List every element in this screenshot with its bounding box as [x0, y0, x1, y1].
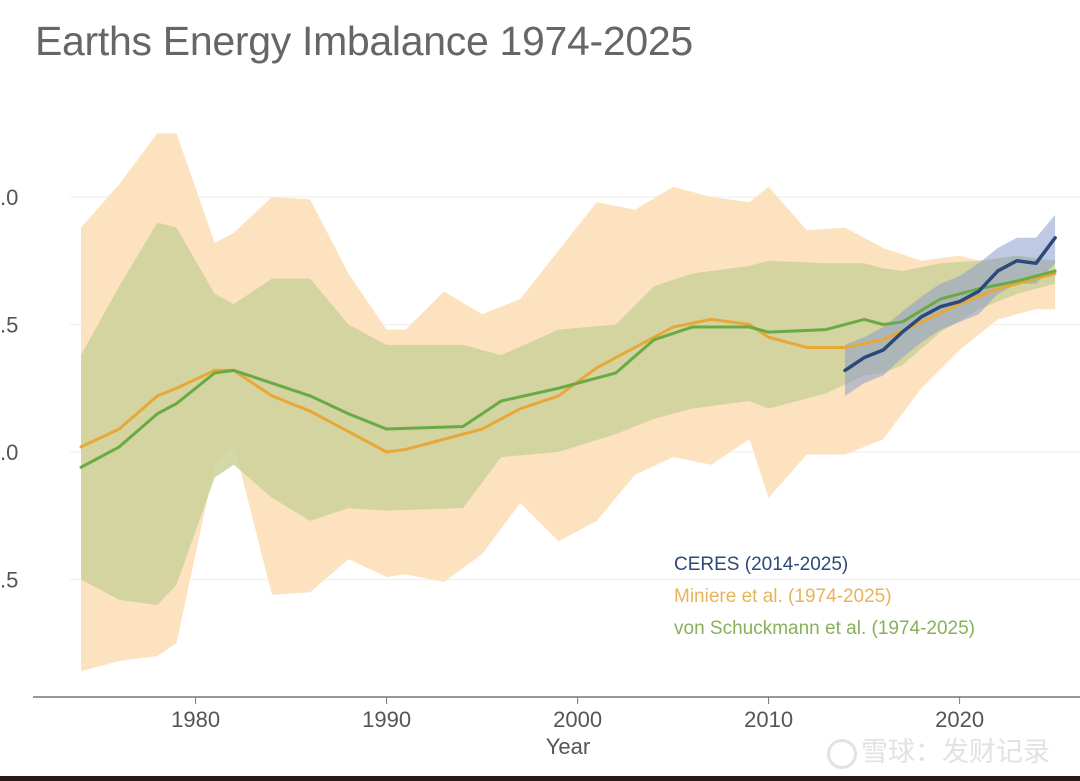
x-tick-label: 2000 [553, 707, 602, 732]
bottom-strip [0, 776, 1080, 781]
legend-item-von-schuckmann-et-al-1974-2025: von Schuckmann et al. (1974-2025) [674, 618, 975, 639]
y-tick-label: .5 [0, 568, 18, 593]
x-axis-label: Year [546, 734, 590, 759]
series-lines [79, 236, 1057, 469]
snowball-logo-icon [827, 738, 857, 769]
legend-item-ceres-2014-2025: CERES (2014-2025) [674, 554, 848, 575]
y-tick-label: .5 [0, 313, 18, 338]
watermark: 雪球：发财记录 [827, 730, 1050, 769]
y-tick-label: .0 [0, 440, 18, 465]
chart-title: Earths Energy Imbalance 1974-2025 [35, 18, 693, 64]
watermark-text: 雪球：发财记录 [861, 737, 1050, 768]
x-ticks: 1980 1990 2000 2010 2020 [171, 697, 984, 732]
uncertainty-bands [81, 133, 1056, 672]
x-tick-label: 2020 [935, 707, 984, 732]
x-tick-label: 2010 [744, 707, 793, 732]
y-tick-label: .0 [0, 185, 18, 210]
y-ticks: .0 .5 .0 .5 [0, 185, 18, 593]
line-von-schuckmann-et-al-1974-2025 [79, 269, 1057, 469]
legend: CERES (2014-2025) Miniere et al. (1974-20… [674, 554, 975, 639]
line-ceres-2014-2025 [843, 236, 1057, 373]
x-tick-label: 1980 [171, 707, 220, 732]
band-von-schuckmann-et-al-1974-2025 [81, 222, 1056, 605]
legend-item-miniere-et-al-1974-2025: Miniere et al. (1974-2025) [674, 586, 892, 607]
x-tick-label: 1990 [362, 707, 411, 732]
